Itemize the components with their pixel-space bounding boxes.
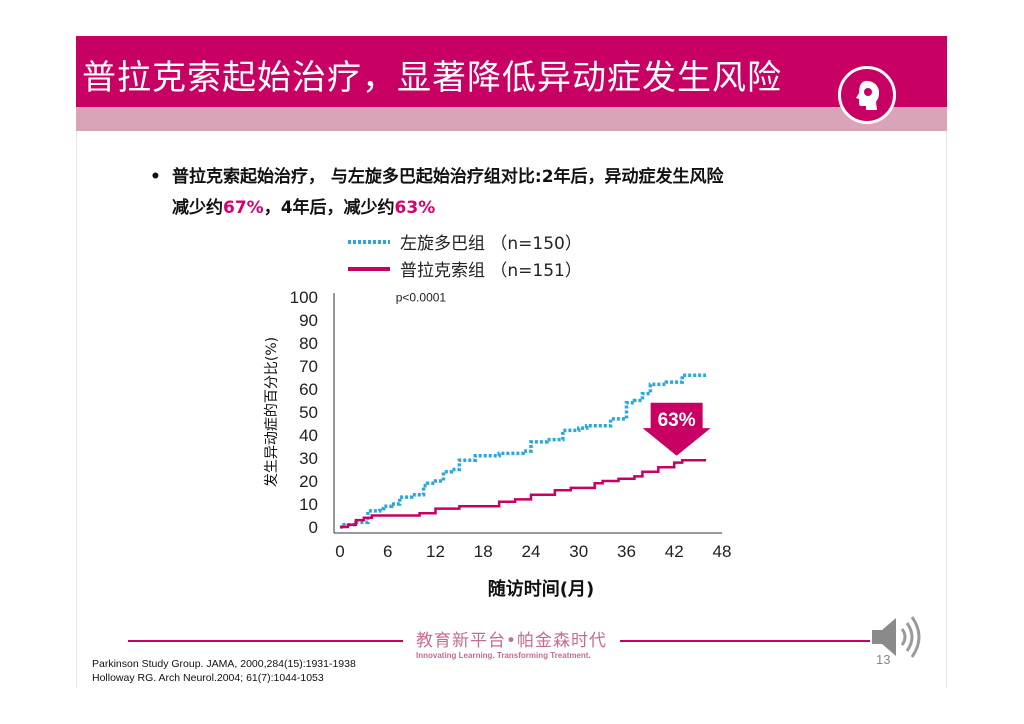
legend-label: 左旋多巴组 （n=150）	[400, 234, 582, 254]
y-tick-label: 50	[299, 403, 318, 422]
legend-label: 普拉克索组 （n=151）	[400, 261, 582, 281]
reduction-arrow	[642, 402, 711, 456]
x-tick-label: 42	[665, 542, 684, 561]
p-value-annotation: p<0.0001	[396, 291, 447, 305]
y-tick-label: 90	[299, 311, 318, 330]
title-bar	[76, 36, 947, 107]
slide-frame-left	[76, 36, 77, 688]
y-axis-label: 发生异动症的百分比(%)	[264, 337, 280, 487]
x-tick-label: 30	[569, 542, 588, 561]
head-icon	[838, 66, 896, 124]
head-icon-graphic	[856, 80, 880, 110]
x-tick-label: 0	[335, 542, 344, 561]
reference-2: Holloway RG. Arch Neurol.2004; 61(7):104…	[92, 672, 324, 684]
y-tick-label: 70	[299, 357, 318, 376]
y-tick-label: 60	[299, 380, 318, 399]
y-tick-label: 30	[299, 449, 318, 468]
title-sub-band	[76, 107, 947, 131]
footer-brand: 教育新平台•帕金森时代	[416, 631, 608, 651]
bullet-line-1: 普拉克索起始治疗， 与左旋多巴起始治疗组对比:2年后，异动症发生风险	[172, 167, 724, 187]
reduction-label: 63%	[658, 410, 696, 431]
y-tick-label: 100	[290, 288, 318, 307]
x-tick-label: 18	[474, 542, 493, 561]
reference-1: Parkinson Study Group. JAMA, 2000,284(15…	[92, 658, 356, 670]
y-tick-label: 80	[299, 334, 318, 353]
slide-frame-right	[946, 36, 947, 688]
bullet-text-c: ，4年后，减少约	[263, 198, 395, 218]
x-tick-label: 12	[426, 542, 445, 561]
y-tick-label: 0	[309, 518, 318, 537]
y-tick-label: 10	[299, 495, 318, 514]
bullet-marker: •	[150, 167, 161, 187]
bullet-text-a: 减少约	[172, 198, 223, 218]
x-tick-label: 48	[713, 542, 732, 561]
y-tick-label: 20	[299, 472, 318, 491]
highlight-63: 63%	[394, 198, 436, 218]
footer-divider-right	[620, 640, 870, 642]
page-number: 13	[876, 652, 891, 667]
x-tick-label: 36	[617, 542, 636, 561]
x-tick-label: 24	[522, 542, 541, 561]
series-line	[340, 373, 707, 529]
series-line	[340, 459, 707, 529]
y-tick-label: 40	[299, 426, 318, 445]
x-axis-label: 随访时间(月)	[488, 578, 594, 600]
slide-title: 普拉克索起始治疗，显著降低异动症发生风险	[82, 58, 782, 98]
highlight-67: 67%	[223, 198, 264, 218]
speaker-icon[interactable]	[866, 612, 926, 662]
footer-tagline: Innovating Learning. Transforming Treatm…	[416, 651, 591, 660]
footer-divider-left	[128, 640, 403, 642]
dyskinesia-chart: 0 10 20 30 40 50 60 70 80 90 100 0 6 12 18 24 30 36 42 48 随访…	[264, 234, 732, 600]
x-tick-label: 6	[383, 542, 392, 561]
bullet-line-2: 减少约67%，4年后，减少约63%	[172, 193, 435, 224]
